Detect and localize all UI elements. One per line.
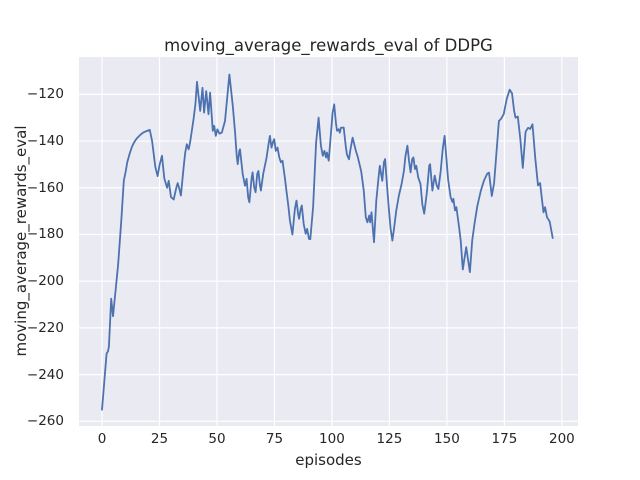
y-tick-label: −240: [26, 366, 64, 383]
x-axis-label: episodes: [295, 451, 362, 469]
y-tick-label: −220: [26, 319, 64, 336]
x-tick-label: 100: [319, 431, 345, 447]
chart-title: moving_average_rewards_eval of DDPG: [164, 36, 493, 55]
y-tick-label: −200: [26, 273, 64, 290]
y-tick-label: −140: [26, 133, 64, 150]
y-tick-label: −260: [26, 413, 64, 430]
y-tick-label: −180: [26, 226, 64, 243]
reward-line: [101, 73, 554, 411]
x-tick-label: 150: [434, 431, 460, 447]
y-tick-label: −120: [26, 86, 64, 103]
x-tick-label: 75: [265, 431, 284, 447]
x-tick-label: 0: [97, 431, 107, 447]
x-tick-label: 175: [491, 431, 518, 447]
plot-background: [79, 57, 578, 426]
y-tick-label: −160: [26, 179, 64, 196]
x-tick-label: 125: [376, 431, 403, 447]
x-tick-label: 50: [208, 431, 226, 447]
x-tick-label: 200: [549, 431, 575, 447]
x-tick-label: 25: [150, 431, 169, 447]
